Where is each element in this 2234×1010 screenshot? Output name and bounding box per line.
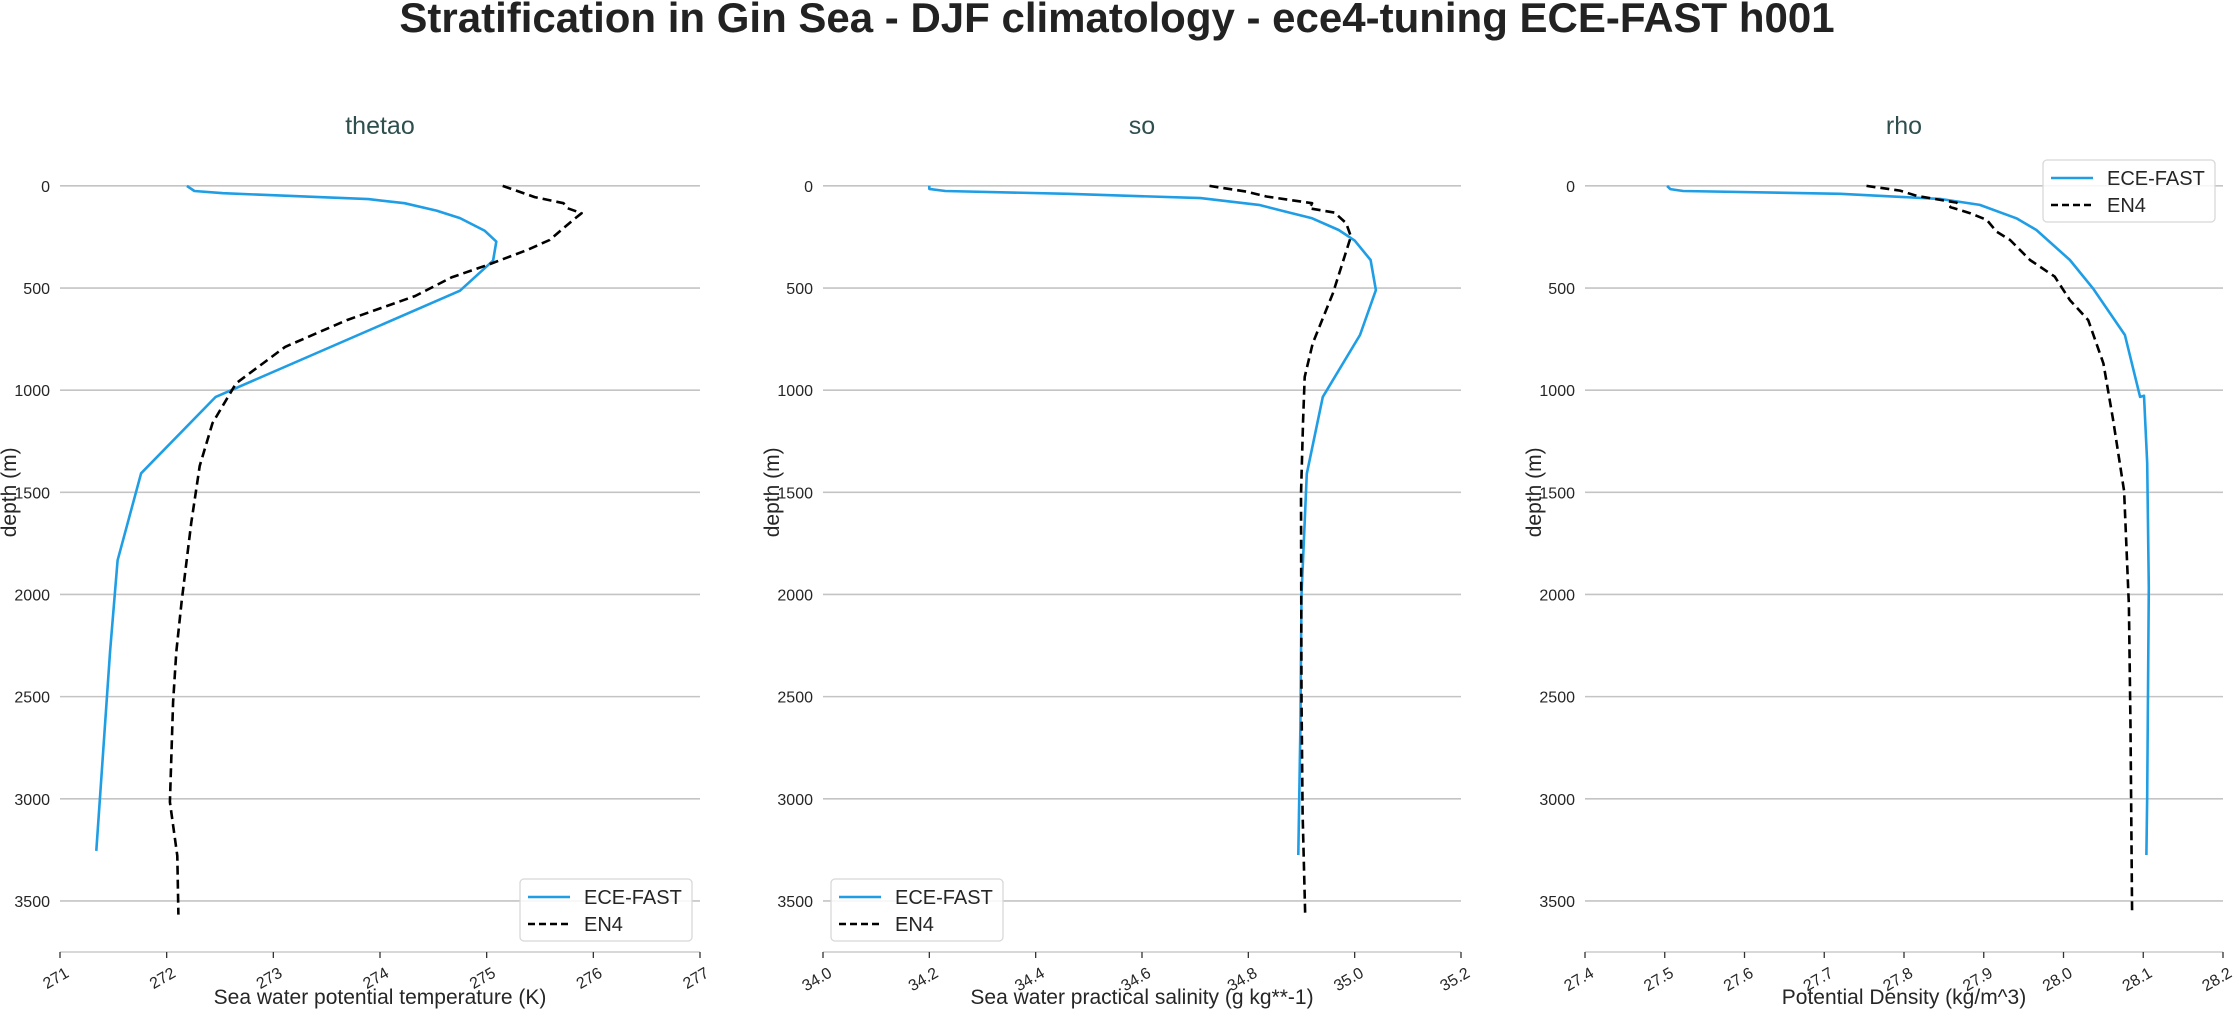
legend-label: ECE-FAST (895, 887, 993, 909)
x-axis-label: Sea water potential temperature (K) (214, 986, 547, 1009)
y-tick-label: 1000 (777, 383, 813, 400)
subplot-title: rho (1886, 112, 1922, 140)
y-tick-label: 2000 (1539, 587, 1575, 604)
y-tick-label: 3500 (1539, 894, 1575, 911)
y-tick-label: 3000 (1539, 792, 1575, 809)
plot-area (823, 145, 1461, 952)
y-tick-label: 3000 (777, 792, 813, 809)
plot-area (1585, 145, 2223, 952)
y-tick-label: 500 (1548, 281, 1575, 298)
legend-label: ECE-FAST (2107, 168, 2205, 190)
legend-label: ECE-FAST (584, 887, 682, 909)
y-tick-label: 500 (23, 281, 50, 298)
legend-label: EN4 (584, 914, 623, 936)
y-axis-label: depth (m) (761, 447, 784, 537)
y-tick-label: 500 (786, 281, 813, 298)
legend: ECE-FAST EN4 (830, 878, 1004, 942)
legend: ECE-FAST EN4 (2042, 159, 2216, 223)
series-line-ece-fast (927, 185, 1378, 856)
y-tick-label: 1500 (1539, 485, 1575, 502)
y-tick-label: 1500 (777, 485, 813, 502)
series-line-en4 (168, 184, 583, 915)
series-line-en4 (1209, 184, 1353, 916)
legend: ECE-FAST EN4 (519, 878, 693, 942)
y-tick-label: 1000 (1539, 383, 1575, 400)
y-tick-label: 2500 (1539, 690, 1575, 707)
x-axis-label: Sea water practical salinity (g kg**-1) (970, 986, 1313, 1009)
y-tick-label: 1000 (14, 383, 50, 400)
series-line-en4 (1866, 184, 2134, 915)
y-axis-label: depth (m) (0, 447, 21, 537)
legend-box (2042, 159, 2216, 223)
legend-box (519, 878, 693, 942)
subplot-title: thetao (345, 112, 415, 140)
y-tick-label: 2000 (777, 587, 813, 604)
x-axis-label: Potential Density (kg/m^3) (1782, 986, 2026, 1009)
plot-area (60, 145, 700, 952)
y-tick-label: 0 (804, 179, 813, 196)
legend-label: EN4 (2107, 195, 2146, 217)
y-tick-label: 3000 (14, 792, 50, 809)
y-axis-label: depth (m) (1523, 447, 1546, 537)
legend-box (830, 878, 1004, 942)
series-line-ece-fast (1666, 184, 2151, 856)
y-tick-label: 2000 (14, 587, 50, 604)
y-tick-label: 2500 (14, 690, 50, 707)
legend-label: EN4 (895, 914, 934, 936)
y-tick-label: 2500 (777, 690, 813, 707)
subplot-title: so (1129, 112, 1155, 140)
figure-title: Stratification in Gin Sea - DJF climatol… (399, 0, 1834, 41)
y-tick-label: 3500 (14, 894, 50, 911)
y-tick-label: 1500 (14, 485, 50, 502)
y-tick-label: 0 (1566, 179, 1575, 196)
y-tick-label: 0 (41, 179, 50, 196)
y-tick-label: 3500 (777, 894, 813, 911)
series-line-ece-fast (95, 184, 498, 851)
